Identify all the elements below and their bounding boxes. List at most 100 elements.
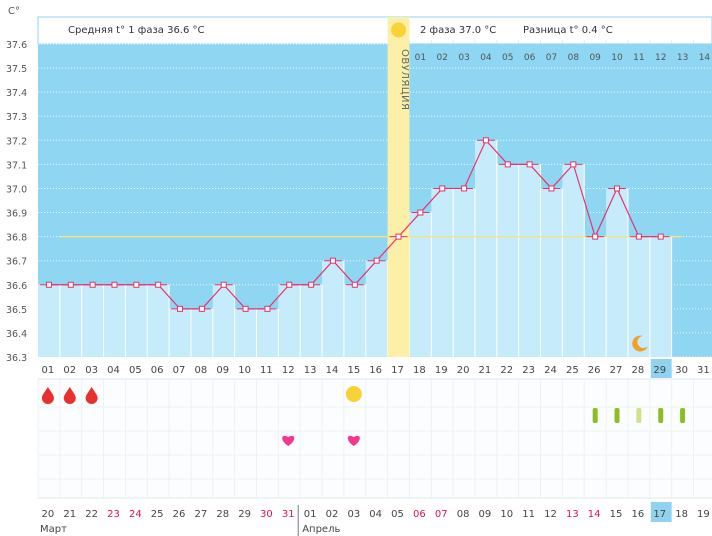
calendar-date-label: 07 bbox=[435, 509, 448, 520]
cycle-day-label: 28 bbox=[632, 365, 645, 376]
ovulation-sun-icon bbox=[391, 22, 407, 38]
cycle-day-label: 23 bbox=[522, 365, 535, 376]
phase2-day-number: 13 bbox=[677, 53, 688, 63]
y-axis-unit: C° bbox=[8, 6, 20, 17]
cycle-day-label: 14 bbox=[326, 365, 339, 376]
temperature-bar bbox=[190, 308, 213, 357]
test-strip-icon bbox=[636, 408, 642, 423]
moon-icon bbox=[632, 335, 648, 352]
phase2-day-number: 03 bbox=[458, 53, 469, 63]
y-tick-label: 36.4 bbox=[6, 329, 27, 340]
temperature-bar bbox=[431, 188, 454, 357]
temperature-point bbox=[89, 281, 96, 288]
y-tick-label: 37.6 bbox=[6, 40, 27, 51]
cycle-day-label: 17 bbox=[391, 365, 404, 376]
calendar-date-label: 18 bbox=[675, 509, 688, 520]
calendar-date-label: 01 bbox=[304, 509, 317, 520]
temperature-point bbox=[177, 305, 184, 312]
temperature-point bbox=[133, 281, 140, 288]
ovulation-label: ОВУЛЯЦИЯ bbox=[399, 49, 410, 111]
y-tick-label: 36.8 bbox=[6, 233, 27, 244]
cycle-day-label: 21 bbox=[479, 365, 492, 376]
phase2-day-number: 09 bbox=[589, 53, 601, 63]
cycle-day-label: 25 bbox=[566, 365, 579, 376]
calendar-date-label: 20 bbox=[42, 509, 55, 520]
header-strip bbox=[37, 16, 712, 45]
month-label-april: Апрель bbox=[302, 524, 340, 535]
current-date-highlight bbox=[650, 502, 672, 522]
cycle-day-label: 01 bbox=[42, 365, 55, 376]
calendar-date-label: 03 bbox=[347, 509, 360, 520]
calendar-date-label: 26 bbox=[173, 509, 186, 520]
temperature-bar bbox=[540, 188, 563, 357]
cycle-day-label: 09 bbox=[216, 365, 229, 376]
temperature-bar bbox=[278, 284, 301, 357]
temperature-bar bbox=[365, 260, 388, 357]
y-tick-label: 37.5 bbox=[6, 64, 27, 75]
temperature-point bbox=[504, 161, 511, 168]
temperature-bar bbox=[518, 164, 541, 357]
temperature-bar bbox=[409, 212, 432, 357]
phase1-average: Средняя t° 1 фаза 36.6 °C bbox=[68, 25, 205, 36]
calendar-date-label: 28 bbox=[216, 509, 229, 520]
calendar-date-label: 29 bbox=[238, 509, 251, 520]
calendar-date-label: 09 bbox=[479, 509, 492, 520]
temperature-bar bbox=[147, 284, 170, 357]
calendar-date-label: 14 bbox=[588, 509, 601, 520]
temperature-point bbox=[635, 233, 642, 240]
temperature-point bbox=[45, 281, 52, 288]
temperature-point bbox=[657, 233, 664, 240]
temperature-bar bbox=[38, 284, 60, 357]
month-label-march: Март bbox=[40, 524, 67, 535]
cycle-day-label: 18 bbox=[413, 365, 426, 376]
temperature-point bbox=[395, 233, 402, 240]
temperature-bar bbox=[475, 140, 497, 357]
calendar-date-label: 17 bbox=[653, 509, 666, 520]
cycle-day-label: 06 bbox=[151, 365, 164, 376]
cycle-day-label: 31 bbox=[697, 365, 710, 376]
temperature-point bbox=[417, 209, 424, 216]
cycle-day-label: 05 bbox=[129, 365, 142, 376]
ovulation-marker-icon bbox=[345, 386, 362, 402]
temperature-bar bbox=[496, 164, 519, 357]
phase2-day-number: 02 bbox=[436, 53, 447, 63]
y-tick-label: 37.2 bbox=[6, 136, 27, 147]
calendar-date-label: 05 bbox=[391, 509, 404, 520]
temperature-bar bbox=[584, 236, 607, 357]
temperature-point bbox=[308, 281, 315, 288]
temperature-bar bbox=[81, 284, 104, 357]
temperature-point bbox=[592, 233, 599, 240]
events-area bbox=[38, 379, 712, 498]
temperature-bar bbox=[343, 284, 366, 357]
calendar-date-label: 04 bbox=[369, 509, 382, 520]
y-tick-label: 36.5 bbox=[6, 305, 27, 316]
temperature-point bbox=[482, 137, 489, 144]
temperature-point bbox=[373, 257, 380, 264]
temperature-point bbox=[439, 185, 446, 192]
y-tick-label: 36.9 bbox=[6, 209, 27, 220]
temperature-bar bbox=[562, 164, 585, 357]
period-drop-icon bbox=[63, 387, 76, 404]
temperature-point bbox=[155, 281, 162, 288]
heart-icon bbox=[347, 435, 360, 446]
cycle-day-label: 03 bbox=[85, 365, 98, 376]
calendar-date-label: 12 bbox=[544, 509, 557, 520]
temperature-point bbox=[329, 257, 336, 264]
cycle-day-label: 16 bbox=[369, 365, 382, 376]
temperature-point bbox=[526, 161, 533, 168]
calendar-date-label: 08 bbox=[457, 509, 470, 520]
y-tick-label: 37.4 bbox=[6, 88, 27, 99]
calendar-date-label: 27 bbox=[195, 509, 208, 520]
cycle-day-label: 04 bbox=[107, 365, 120, 376]
temperature-bar bbox=[453, 188, 475, 357]
phase2-day-number: 06 bbox=[524, 53, 536, 63]
calendar-date-label: 25 bbox=[151, 509, 164, 520]
temperature-point bbox=[264, 305, 271, 312]
phase2-day-number: 04 bbox=[480, 53, 492, 63]
temperature-point bbox=[570, 161, 577, 168]
cycle-day-label: 19 bbox=[435, 365, 448, 376]
temperature-bar bbox=[300, 284, 323, 357]
period-drop-icon bbox=[85, 387, 98, 404]
temperature-point bbox=[67, 281, 74, 288]
